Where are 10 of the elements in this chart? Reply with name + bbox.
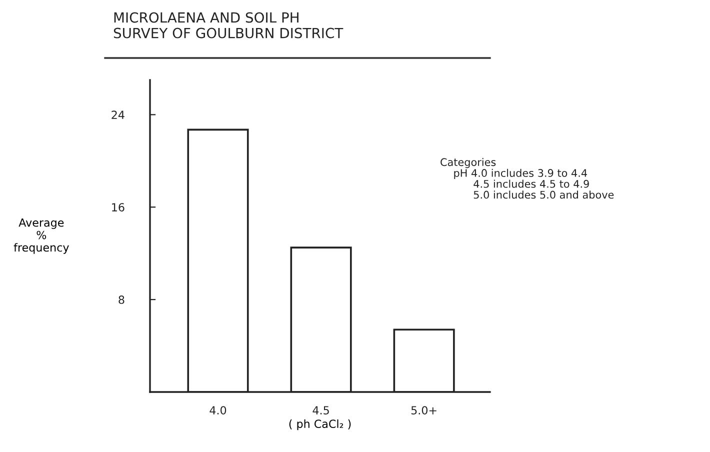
y-tick-label: 8 — [118, 296, 124, 304]
y-axis-title: Average % frequency — [14, 218, 69, 254]
x-axis-title: ( ph CaCl₂ ) — [289, 419, 351, 430]
chart-title: MICROLAENA AND SOIL PH SURVEY OF GOULBURN DISTRICT — [114, 12, 344, 38]
annotation: Categories pH 4.0 includes 3.9 to 4.4 4.5 includes 4.5 to 4.9 5.0 includes 5.0 and above — [440, 158, 614, 199]
x-tick-label: 4.0 — [210, 406, 226, 414]
y-tick-label: 24 — [112, 110, 124, 119]
y-tick-label: 16 — [112, 203, 124, 212]
x-tick-label: 4.5 — [312, 406, 329, 414]
x-tick-label: 5.0+ — [411, 406, 436, 414]
